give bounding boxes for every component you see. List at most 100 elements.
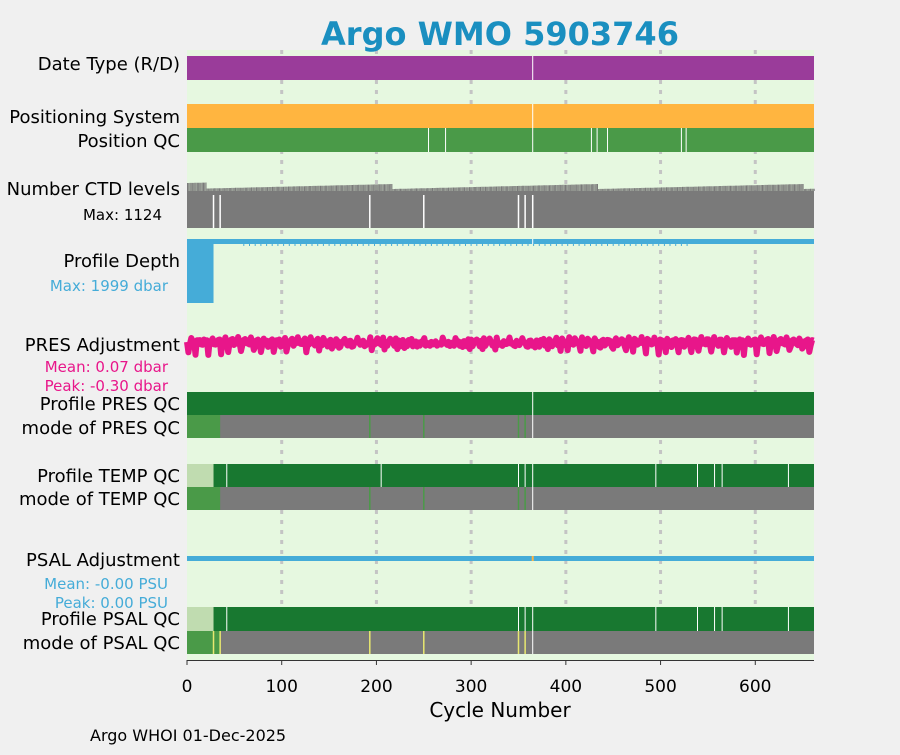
mode-pres-qc-good (187, 415, 221, 438)
ctd-dip-6 (531, 195, 534, 228)
profile-temp-qc-gap-0 (226, 464, 228, 487)
position-qc-gap-6 (685, 128, 687, 152)
mode-psal-qc-gap-0 (532, 631, 534, 654)
label-psal-peak: Peak: 0.00 PSU (55, 594, 168, 612)
profile-temp-qc-gap-4 (655, 464, 657, 487)
profile-psal-qc-light (187, 607, 214, 631)
mode-pres-qc-bar (187, 415, 814, 438)
label-profile-temp-qc: Profile TEMP QC (37, 466, 180, 487)
position-qc-bar (187, 128, 814, 152)
mode-psal-qc-mark-2 (369, 631, 371, 654)
profile-psal-qc-bar (187, 607, 814, 631)
position-qc-gap-0 (428, 128, 430, 152)
mode-psal-qc-mark-3 (423, 631, 425, 654)
footer-source: Argo WHOI 01-Dec-2025 (90, 726, 286, 745)
label-pres-adjustment: PRES Adjustment (25, 335, 180, 356)
mode-temp-qc-mark-3 (423, 487, 425, 510)
label-psal-mean: Mean: -0.00 PSU (44, 575, 168, 593)
ctd-levels-area (187, 191, 814, 228)
label-ctd-max: Max: 1124 (83, 206, 162, 224)
mode-pres-qc-mark-4 (517, 415, 520, 438)
label-pres-peak: Peak: -0.30 dbar (45, 377, 169, 395)
profile-temp-qc-light (187, 464, 214, 487)
ctd-dip-3 (423, 195, 425, 228)
position-qc-gap-5 (680, 128, 682, 152)
mode-temp-qc-bar (187, 487, 814, 510)
mode-psal-qc-good (187, 631, 221, 654)
label-ctd-levels: Number CTD levels (7, 179, 180, 200)
mode-temp-qc-mark-2 (369, 487, 371, 510)
x-tick-label-500: 500 (644, 677, 676, 697)
profile-temp-qc-gap-7 (721, 464, 723, 487)
profile-psal-qc-gap-3 (655, 607, 657, 631)
profile-depth-gap-0 (532, 239, 534, 244)
label-mode-psal-qc: mode of PSAL QC (23, 633, 180, 654)
position-qc-gap-4 (607, 128, 609, 152)
position-qc-gap-7 (532, 128, 534, 152)
ctd-dip-4 (517, 195, 520, 228)
mode-psal-qc-mark-5 (524, 631, 526, 654)
profile-temp-qc-gap-8 (787, 464, 789, 487)
mode-pres-qc-mark-2 (369, 415, 371, 438)
label-date-type: Date Type (R/D) (38, 54, 180, 75)
profile-temp-qc-gap-5 (697, 464, 699, 487)
position-qc-gap-2 (590, 128, 592, 152)
date-type-gap-0 (532, 56, 534, 80)
ctd-dip-1 (219, 195, 221, 228)
position-qc-gap-3 (596, 128, 598, 152)
mode-pres-qc-mark-3 (423, 415, 425, 438)
x-tick-label-0: 0 (182, 677, 193, 697)
ctd-dip-0 (212, 195, 215, 228)
profile-temp-qc-gap-6 (714, 464, 716, 487)
date-type-bar (187, 56, 814, 80)
profile-psal-qc-gap-1 (517, 607, 519, 631)
label-mode-pres-qc: mode of PRES QC (22, 418, 180, 439)
mode-temp-qc-mark-4 (517, 487, 520, 510)
label-psal-adjustment: PSAL Adjustment (26, 550, 180, 571)
profile-temp-qc-gap-2 (517, 464, 519, 487)
profile-psal-qc-gap-8 (532, 607, 534, 631)
data-rows (184, 56, 816, 654)
x-tick-label-200: 200 (360, 677, 392, 697)
label-profile-pres-qc: Profile PRES QC (40, 394, 180, 415)
ctd-dip-5 (524, 195, 526, 228)
profile-temp-qc-bar (187, 464, 814, 487)
profile-psal-qc-gap-6 (721, 607, 723, 631)
x-axis: 0 100 200 300 400 500 600 (182, 660, 814, 697)
label-profile-depth: Profile Depth (63, 251, 180, 272)
mode-temp-qc-gap-0 (532, 487, 534, 510)
psal-adjustment-line (187, 556, 814, 561)
label-profile-psal-qc: Profile PSAL QC (41, 609, 180, 630)
pres-adjustment-line (184, 334, 816, 358)
x-tick-label-100: 100 (265, 677, 297, 697)
profile-psal-qc-gap-2 (524, 607, 526, 631)
profile-pres-qc-bar (187, 392, 814, 415)
profile-temp-qc-gap-3 (524, 464, 526, 487)
label-mode-temp-qc: mode of TEMP QC (19, 489, 180, 510)
position-qc-gap-1 (445, 128, 447, 152)
ctd-levels-spikes (187, 182, 815, 191)
label-position-qc: Position QC (77, 131, 180, 152)
profile-pres-qc-gap-0 (532, 392, 534, 415)
mode-pres-qc-gap-0 (532, 415, 534, 438)
x-tick-label-300: 300 (455, 677, 487, 697)
chart-title: Argo WMO 5903746 (321, 15, 679, 53)
profile-psal-qc-gap-5 (714, 607, 716, 631)
mode-psal-qc-bar (187, 631, 814, 654)
mode-temp-qc-good (187, 487, 221, 510)
profile-psal-qc-gap-4 (697, 607, 699, 631)
label-pres-mean: Mean: 0.07 dbar (45, 358, 169, 376)
x-tick-label-600: 600 (739, 677, 771, 697)
ctd-dip-2 (369, 195, 371, 228)
mode-pres-qc-mark-0 (200, 415, 202, 438)
mode-psal-qc-mark-4 (517, 631, 520, 654)
profile-temp-qc-gap-1 (380, 464, 382, 487)
mode-temp-qc-mark-5 (524, 487, 526, 510)
mode-psal-qc-mark-1 (219, 631, 221, 654)
mode-pres-qc-mark-1 (205, 415, 207, 438)
profile-temp-qc-gap-9 (532, 464, 534, 487)
profile-psal-qc-gap-7 (787, 607, 789, 631)
profile-depth-ticks (243, 244, 688, 246)
mode-psal-qc-mark-0 (212, 631, 215, 654)
